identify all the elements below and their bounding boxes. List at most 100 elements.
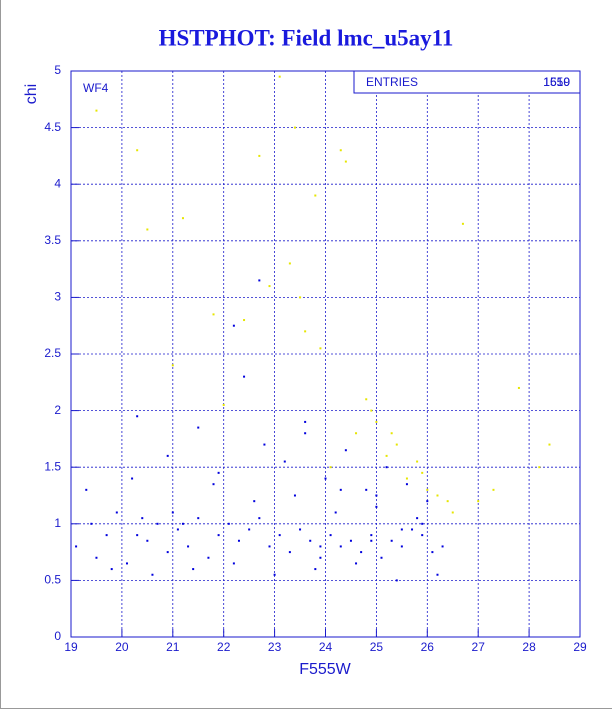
y-tick-label: 3 bbox=[54, 290, 61, 304]
x-tick-label: 26 bbox=[421, 640, 435, 654]
y-tick-label: 3.5 bbox=[44, 233, 61, 247]
x-tick-label: 23 bbox=[268, 640, 282, 654]
point bbox=[349, 539, 352, 542]
x-tick-label: 25 bbox=[370, 640, 384, 654]
point bbox=[411, 528, 414, 531]
point bbox=[197, 426, 200, 429]
point bbox=[171, 511, 174, 514]
point bbox=[451, 511, 454, 514]
point bbox=[421, 534, 424, 537]
stats-value: 1659 bbox=[543, 75, 570, 89]
chart-title: HSTPHOT: Field lmc_u5ay11 bbox=[159, 25, 454, 50]
y-tick-label: 4 bbox=[54, 176, 61, 190]
point bbox=[288, 551, 291, 554]
point bbox=[232, 562, 235, 565]
point bbox=[293, 494, 296, 497]
point bbox=[385, 454, 388, 457]
point bbox=[492, 488, 495, 491]
point bbox=[329, 466, 332, 469]
y-tick-label: 1.5 bbox=[44, 459, 61, 473]
point bbox=[355, 432, 358, 435]
y-axis-label: chi bbox=[23, 84, 40, 104]
point bbox=[329, 534, 332, 537]
point bbox=[115, 511, 118, 514]
point bbox=[299, 528, 302, 531]
point bbox=[395, 443, 398, 446]
point bbox=[375, 494, 378, 497]
point bbox=[421, 471, 424, 474]
point bbox=[171, 364, 174, 367]
x-tick-label: 28 bbox=[522, 640, 536, 654]
x-axis-label: F555W bbox=[299, 661, 351, 678]
point bbox=[436, 494, 439, 497]
point bbox=[324, 477, 327, 480]
point bbox=[85, 488, 88, 491]
point bbox=[222, 403, 225, 406]
point bbox=[181, 522, 184, 525]
point bbox=[176, 528, 179, 531]
point bbox=[258, 154, 261, 157]
point bbox=[309, 539, 312, 542]
x-tick-label: 29 bbox=[573, 640, 587, 654]
point bbox=[258, 517, 261, 520]
point bbox=[248, 528, 251, 531]
point bbox=[217, 471, 220, 474]
y-tick-label: 4.5 bbox=[44, 120, 61, 134]
y-tick-label: 0 bbox=[54, 629, 61, 643]
point bbox=[360, 551, 363, 554]
y-tick-label: 2.5 bbox=[44, 346, 61, 360]
point bbox=[263, 443, 266, 446]
point bbox=[243, 319, 246, 322]
point bbox=[339, 488, 342, 491]
point bbox=[232, 324, 235, 327]
point bbox=[416, 517, 419, 520]
point bbox=[517, 386, 520, 389]
point bbox=[314, 568, 317, 571]
point bbox=[441, 545, 444, 548]
point bbox=[212, 483, 215, 486]
point bbox=[268, 545, 271, 548]
point bbox=[95, 556, 98, 559]
point bbox=[141, 517, 144, 520]
point bbox=[136, 415, 139, 418]
point bbox=[288, 262, 291, 265]
point bbox=[390, 539, 393, 542]
point bbox=[125, 562, 128, 565]
point bbox=[355, 562, 358, 565]
point bbox=[192, 568, 195, 571]
point bbox=[400, 545, 403, 548]
point bbox=[293, 126, 296, 129]
point bbox=[390, 432, 393, 435]
point bbox=[278, 75, 281, 78]
point bbox=[304, 432, 307, 435]
x-tick-label: 22 bbox=[217, 640, 231, 654]
stats-label: ENTRIES bbox=[366, 75, 418, 89]
point bbox=[431, 551, 434, 554]
point bbox=[477, 500, 480, 503]
point bbox=[187, 545, 190, 548]
point bbox=[380, 556, 383, 559]
point bbox=[166, 454, 169, 457]
point bbox=[461, 222, 464, 225]
point bbox=[538, 466, 541, 469]
point bbox=[131, 477, 134, 480]
point bbox=[319, 556, 322, 559]
panel-label: WF4 bbox=[83, 81, 109, 95]
point bbox=[166, 551, 169, 554]
point bbox=[253, 500, 256, 503]
point bbox=[304, 420, 307, 423]
point bbox=[365, 488, 368, 491]
point bbox=[319, 545, 322, 548]
point bbox=[283, 460, 286, 463]
point bbox=[75, 545, 78, 548]
point bbox=[426, 500, 429, 503]
x-tick-label: 27 bbox=[472, 640, 486, 654]
point bbox=[217, 534, 220, 537]
point bbox=[151, 573, 154, 576]
point bbox=[207, 556, 210, 559]
point bbox=[375, 505, 378, 508]
point bbox=[110, 568, 113, 571]
point bbox=[278, 534, 281, 537]
point bbox=[339, 545, 342, 548]
point bbox=[181, 217, 184, 220]
